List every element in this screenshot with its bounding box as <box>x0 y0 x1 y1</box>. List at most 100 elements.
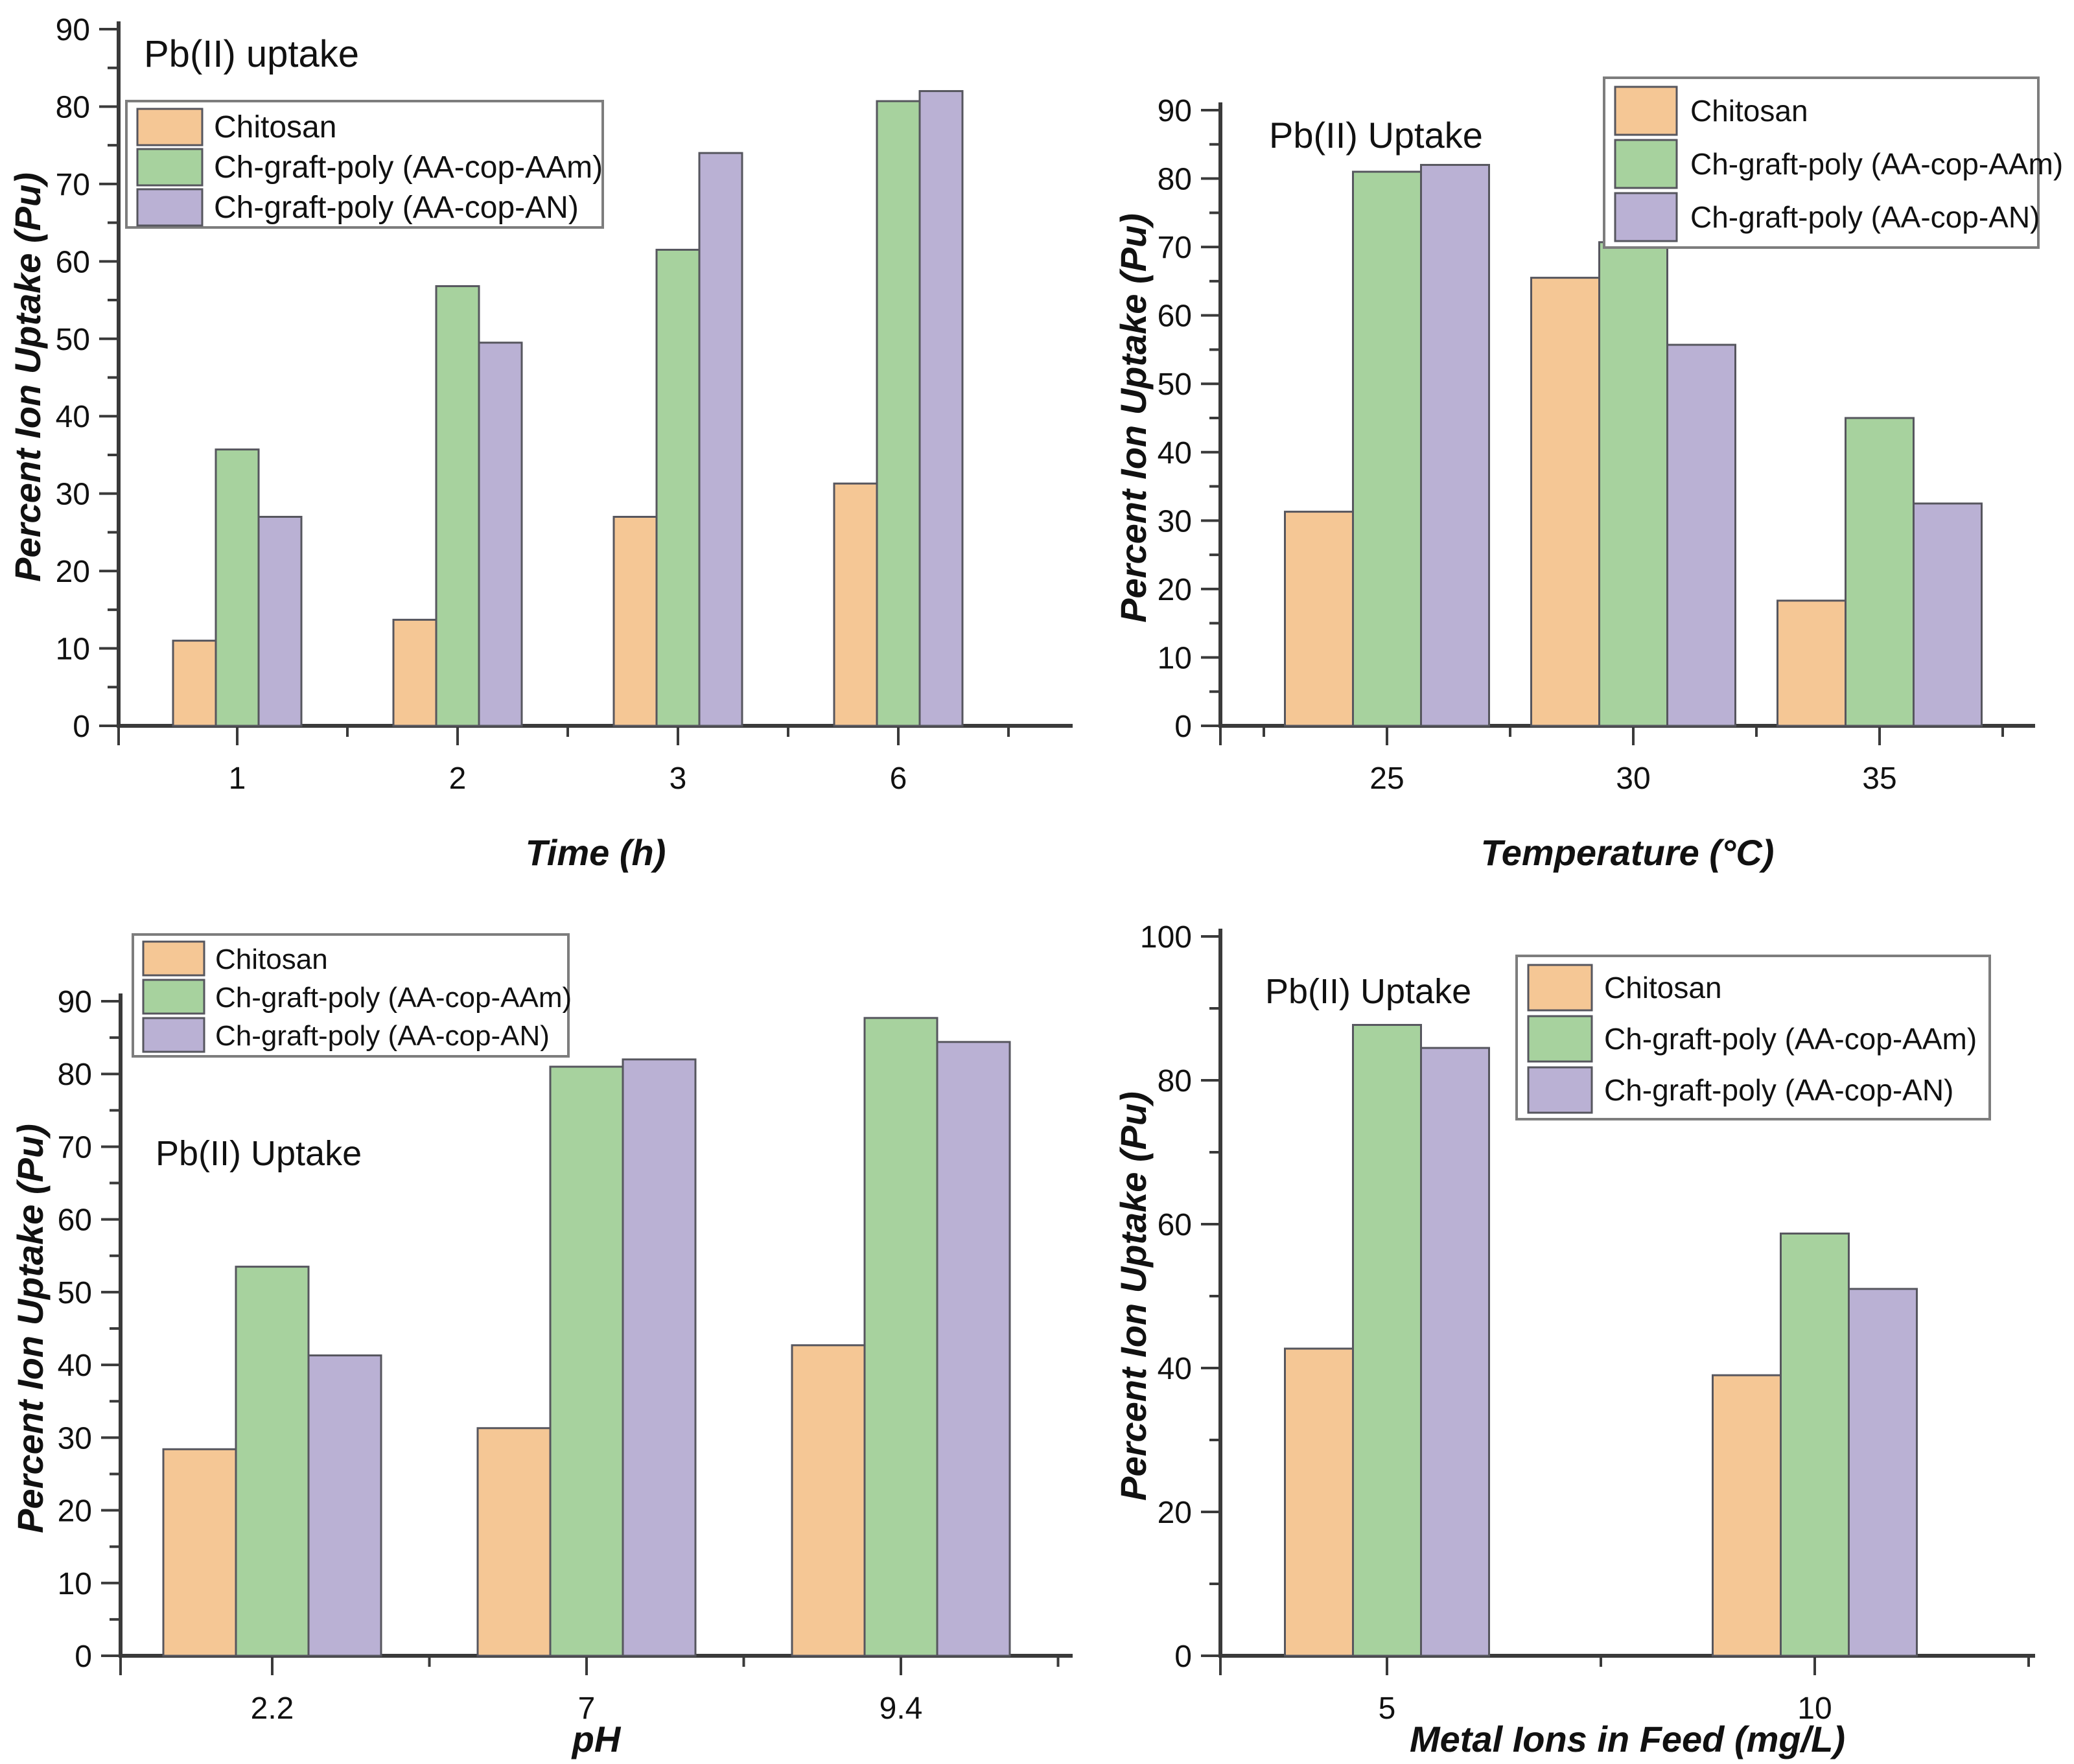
x-axis-title: Temperature (°C) <box>1481 832 1775 873</box>
x-tick-label: 30 <box>1616 761 1650 796</box>
y-tick-label: 40 <box>1158 436 1192 470</box>
legend-label: Chitosan <box>214 110 336 145</box>
legend-box <box>132 933 570 1058</box>
chart-feed: 0 20 40 60 80 100 5 10 Pb(II) Uptake Metal Ions i… <box>1113 920 2035 1759</box>
x-tick-label: 35 <box>1862 761 1896 796</box>
y-tick-label: 40 <box>1158 1352 1192 1386</box>
bar <box>435 285 480 727</box>
bar <box>833 482 878 727</box>
legend-swatch <box>136 148 204 187</box>
bar <box>1712 1374 1782 1657</box>
bar <box>307 1354 382 1657</box>
y-tick-label: 80 <box>58 1058 92 1092</box>
y-tick-label: 30 <box>56 478 90 512</box>
chart-title: Pb(II) Uptake <box>1269 115 1483 156</box>
y-tick-label: 50 <box>1158 367 1192 402</box>
x-tick-label: 2.2 <box>251 1691 294 1726</box>
bar <box>162 1448 237 1657</box>
legend-label: Ch-graft-poly (AA-cop-AAm) <box>215 982 572 1014</box>
y-tick-label: 60 <box>1158 1208 1192 1242</box>
bar <box>392 618 437 727</box>
y-tick-label: 30 <box>58 1421 92 1456</box>
y-tick-label: 90 <box>58 985 92 1019</box>
legend-label: Chitosan <box>1604 971 1722 1004</box>
y-axis-title: Percent Ion Uptake (Pu) <box>1113 1091 1154 1501</box>
y-tick-label: 80 <box>1158 1064 1192 1098</box>
bar <box>478 342 523 727</box>
legend-label: Ch-graft-poly (AA-cop-AAm) <box>214 150 603 185</box>
y-tick-label: 10 <box>58 1567 92 1601</box>
y-tick-label: 50 <box>58 1276 92 1310</box>
y-tick-label: 80 <box>1158 163 1192 197</box>
x-tick-label: 1 <box>229 761 246 796</box>
legend-label: Ch-graft-poly (AA-cop-AN) <box>1604 1073 1953 1107</box>
y-tick-label: 40 <box>58 1349 92 1383</box>
y-tick-label: 60 <box>56 245 90 279</box>
y-tick-label: 0 <box>73 710 90 744</box>
legend-label: Ch-graft-poly (AA-cop-AAm) <box>1690 147 2063 181</box>
chart-ph: 0 10 20 30 40 50 60 70 80 90 2.2 7 9.4 Pb(II) Uptake p… <box>10 933 1073 1759</box>
chart-title: Pb(II) Uptake <box>1265 972 1471 1011</box>
x-tick-label: 9.4 <box>880 1691 923 1726</box>
legend-swatch <box>142 979 205 1015</box>
legend-swatch <box>1527 1066 1593 1114</box>
bar <box>257 516 303 727</box>
x-tick-label: 3 <box>670 761 687 796</box>
bar <box>655 248 701 727</box>
chart-temperature: 0 10 20 30 40 50 60 70 80 90 25 30 35 Pb(II) Uptake Te… <box>1113 76 2063 873</box>
y-tick-label: 70 <box>56 168 90 202</box>
legend-swatch <box>136 108 204 146</box>
bar <box>1420 163 1490 727</box>
y-tick-label: 0 <box>75 1640 92 1674</box>
legend-swatch <box>136 188 204 227</box>
bar <box>863 1017 938 1657</box>
legend-swatch <box>142 940 205 977</box>
legend: Chitosan Ch-graft-poly (AA-cop-AAm) Ch-gra… <box>125 100 604 229</box>
y-axis-title: Percent Ion Uptake (Pu) <box>10 1124 51 1533</box>
chart-title: Pb(II) Uptake <box>156 1134 362 1173</box>
legend-swatch <box>1527 964 1593 1012</box>
chart-time: 0 10 20 30 40 50 60 70 80 90 1 2 3 6 Pb(II) uptake Time… <box>7 13 1073 873</box>
legend-swatch <box>1614 86 1678 136</box>
x-tick-label: 25 <box>1369 761 1404 796</box>
y-tick-label: 20 <box>58 1494 92 1529</box>
x-tick-label: 7 <box>578 1691 596 1726</box>
bar <box>1352 1024 1422 1657</box>
legend-label: Ch-graft-poly (AA-cop-AN) <box>214 191 579 225</box>
x-axis-title: Metal Ions in Feed (mg/L) <box>1410 1719 1845 1759</box>
y-tick-label: 20 <box>1158 1496 1192 1530</box>
bar <box>698 152 743 727</box>
x-tick-label: 2 <box>449 761 467 796</box>
bar <box>876 100 921 727</box>
y-tick-label: 20 <box>1158 573 1192 607</box>
bar <box>622 1058 697 1657</box>
y-tick-label: 10 <box>1158 641 1192 675</box>
y-tick-label: 70 <box>58 1130 92 1165</box>
bar <box>549 1065 624 1657</box>
bar <box>791 1344 866 1657</box>
y-tick-label: 60 <box>58 1203 92 1238</box>
bar <box>1284 511 1354 727</box>
y-tick-label: 70 <box>1158 231 1192 265</box>
y-tick-label: 30 <box>1158 504 1192 539</box>
legend-swatch <box>142 1017 205 1053</box>
bar <box>918 90 964 727</box>
x-axis-title: pH <box>571 1719 622 1759</box>
x-tick-label: 5 <box>1379 1691 1396 1726</box>
bar <box>1530 277 1600 727</box>
legend-box <box>1515 955 1991 1120</box>
bar <box>1848 1288 1918 1657</box>
legend-label: Chitosan <box>215 944 328 975</box>
bar <box>172 640 217 727</box>
bar <box>1666 343 1736 727</box>
bar <box>1598 241 1668 727</box>
y-tick-label: 0 <box>1174 710 1192 744</box>
y-tick-label: 100 <box>1140 920 1192 955</box>
legend-swatch <box>1614 139 1678 189</box>
legend-swatch <box>1527 1015 1593 1063</box>
x-tick-label: 10 <box>1797 1691 1832 1726</box>
y-tick-label: 60 <box>1158 299 1192 334</box>
bar <box>1845 417 1915 727</box>
